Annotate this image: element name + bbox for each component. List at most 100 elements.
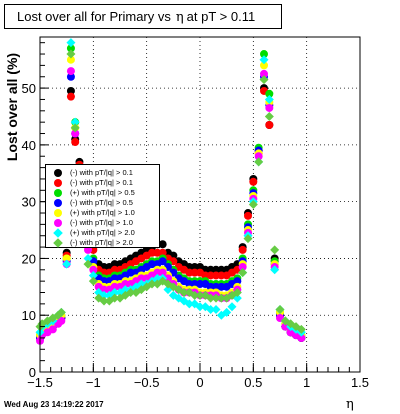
data-point bbox=[222, 307, 232, 317]
data-point bbox=[83, 259, 93, 269]
grid-layer bbox=[40, 37, 360, 372]
data-point bbox=[211, 305, 221, 315]
data-point bbox=[66, 92, 75, 101]
data-point bbox=[206, 293, 216, 303]
data-point bbox=[62, 254, 71, 263]
data-point bbox=[238, 245, 247, 254]
y-tick-label: 40 bbox=[22, 138, 36, 153]
legend-label: (-) with pT/|q| > 0.1 bbox=[70, 168, 133, 177]
legend-entry: (+) with pT/|q| > 0.5 bbox=[46, 188, 159, 198]
x-tick-label: −1.5 bbox=[27, 375, 53, 390]
data-point bbox=[232, 288, 242, 298]
data-point bbox=[270, 265, 280, 275]
data-point bbox=[158, 257, 167, 266]
data-point bbox=[66, 86, 75, 95]
data-point bbox=[126, 288, 136, 298]
data-point bbox=[270, 245, 280, 255]
legend-entry: (-) with pT/|q| > 0.1 bbox=[46, 168, 159, 178]
data-point bbox=[297, 333, 306, 342]
data-point bbox=[216, 293, 226, 303]
chart-title-symbol: η bbox=[175, 10, 184, 25]
data-point bbox=[88, 270, 98, 280]
data-point bbox=[195, 302, 205, 312]
data-point bbox=[71, 129, 80, 138]
data-point bbox=[158, 268, 167, 277]
data-point bbox=[259, 55, 269, 65]
legend-label: (-) with pT/|q| > 0.1 bbox=[70, 178, 133, 187]
data-point bbox=[244, 211, 252, 220]
legend-marker bbox=[54, 199, 62, 207]
data-point bbox=[243, 234, 253, 244]
legend-label: (+) with pT/|q| > 0.5 bbox=[70, 188, 135, 197]
data-point bbox=[265, 121, 274, 130]
data-point bbox=[211, 293, 221, 303]
ticks-layer: −1.5 −1 −0.5 0 0.5 1 1.5 0 10 20 30 40 50 bbox=[22, 42, 369, 390]
data-point bbox=[260, 50, 268, 59]
data-point bbox=[71, 138, 80, 147]
data-point bbox=[66, 55, 75, 64]
y-axis-label-text: Lost over all (%) bbox=[4, 52, 20, 162]
data-point bbox=[62, 259, 72, 269]
data-point bbox=[83, 253, 93, 263]
data-point bbox=[179, 288, 189, 298]
x-tick-label: 1 bbox=[303, 375, 310, 390]
data-point bbox=[206, 305, 216, 315]
x-axis-label: η bbox=[346, 397, 354, 412]
data-point bbox=[66, 44, 75, 53]
y-tick-label: 0 bbox=[29, 365, 36, 380]
data-point bbox=[110, 293, 120, 303]
data-point bbox=[66, 49, 76, 59]
x-tick-label: 0 bbox=[196, 375, 203, 390]
data-point bbox=[66, 72, 75, 81]
legend-label: (+) with pT/|q| > 2.0 bbox=[70, 228, 135, 237]
legend-label: (-) with pT/|q| > 2.0 bbox=[70, 238, 133, 247]
y-tick-label: 10 bbox=[22, 308, 36, 323]
data-point bbox=[254, 152, 263, 161]
data-point bbox=[227, 302, 237, 312]
x-tick-label: 1.5 bbox=[351, 375, 369, 390]
legend-marker bbox=[54, 179, 62, 187]
chart-title-suffix: at pT > 0.11 bbox=[186, 9, 256, 24]
y-tick-label: 50 bbox=[22, 81, 36, 96]
data-point bbox=[158, 248, 167, 257]
legend-marker bbox=[53, 228, 63, 238]
date-stamp: Wed Aug 23 14:19:22 2017 bbox=[4, 400, 104, 409]
data-point bbox=[238, 262, 247, 271]
data-point bbox=[57, 316, 66, 325]
legend-marker bbox=[54, 169, 62, 177]
series-1 bbox=[36, 86, 306, 342]
data-point bbox=[66, 38, 76, 48]
data-point bbox=[99, 296, 109, 306]
data-point bbox=[89, 265, 98, 274]
legend-entry: (-) with pT/|q| > 1.0 bbox=[46, 218, 159, 228]
data-point bbox=[88, 276, 98, 286]
legend-label: (-) with pT/|q| > 1.0 bbox=[70, 218, 133, 227]
legend-entry: (-) with pT/|q| > 0.5 bbox=[46, 198, 159, 208]
data-point bbox=[233, 277, 242, 286]
data-point bbox=[70, 123, 80, 133]
data-point bbox=[265, 89, 274, 98]
legend-marker bbox=[54, 219, 62, 227]
x-tick-label: 0.5 bbox=[244, 375, 262, 390]
y-tick-label: 20 bbox=[22, 251, 36, 266]
x-tick-label: −1 bbox=[86, 375, 101, 390]
data-point bbox=[254, 157, 264, 167]
data-point bbox=[249, 177, 258, 186]
legend-marker bbox=[53, 238, 63, 248]
data-point bbox=[248, 200, 258, 209]
data-point bbox=[259, 75, 269, 85]
data-point bbox=[190, 290, 200, 300]
data-point bbox=[238, 268, 248, 278]
data-point bbox=[275, 305, 285, 315]
y-axis-label: Lost over all (%) bbox=[4, 52, 20, 162]
data-point bbox=[158, 240, 167, 249]
data-point bbox=[48, 325, 57, 334]
data-point bbox=[260, 69, 268, 78]
legend-label: (-) with pT/|q| > 0.5 bbox=[70, 198, 133, 207]
legend-entry: (+) with pT/|q| > 2.0 bbox=[46, 228, 159, 238]
legend-marker bbox=[54, 189, 62, 197]
data-point bbox=[147, 279, 157, 289]
data-point bbox=[265, 103, 274, 112]
data-point bbox=[296, 324, 306, 334]
data-point bbox=[264, 94, 274, 104]
